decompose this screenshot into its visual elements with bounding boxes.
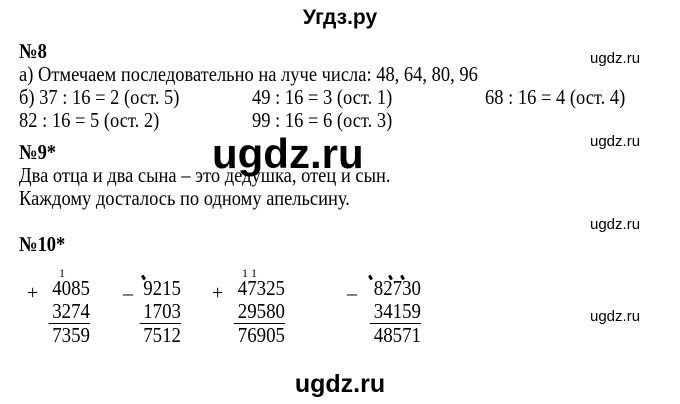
operand-a: 82730 (373, 276, 421, 300)
result: 7359 (52, 323, 90, 347)
task8-line-b-3: 68 : 16 = 4 (ост. 4) (485, 85, 626, 109)
watermark: ugdz.ru (590, 133, 641, 150)
watermark-big: ugdz.ru (212, 130, 364, 177)
task8-line-b-1: б) 37 : 16 = 2 (ост. 5) (19, 85, 180, 109)
plus-sign: + (212, 282, 224, 304)
result: 76905 (237, 323, 285, 347)
minus-sign: _ (123, 276, 133, 298)
result: 48571 (373, 323, 421, 347)
minus-sign: _ (347, 276, 357, 298)
site-title: Угдз.ру (302, 6, 378, 29)
operand-b: 34159 (369, 300, 421, 324)
task9-line-1: Два отца и два сына – это дедушка, отец … (19, 163, 391, 187)
task8-line-a: а) Отмечаем последовательно на луче числ… (19, 62, 478, 86)
task9-heading: №9* (19, 140, 57, 164)
operand-a: 4085 (52, 276, 90, 300)
task8-line-b-2: 49 : 16 = 3 (ост. 1) (252, 85, 393, 109)
operand-a: 47325 (237, 276, 285, 300)
operand-b: 1703 (139, 300, 181, 324)
watermark: ugdz.ru (590, 50, 641, 67)
task8-heading: №8 (19, 39, 47, 63)
result: 7512 (143, 323, 181, 347)
operand-b: 3274 (48, 300, 90, 324)
watermark: ugdz.ru (590, 216, 641, 233)
carry-digits: 1 (59, 266, 65, 280)
task8-line-c-2: 99 : 16 = 6 (ост. 3) (252, 108, 393, 132)
operand-a: 9215 (143, 276, 181, 300)
task8-line-c-1: 82 : 16 = 5 (ост. 2) (19, 108, 160, 132)
task10-heading: №10* (19, 232, 66, 256)
task9-line-2: Каждому досталось по одному апельсину. (19, 186, 350, 210)
watermark-bottom: ugdz.ru (294, 370, 386, 398)
plus-sign: + (27, 282, 39, 304)
operand-b: 29580 (233, 300, 285, 324)
watermark: ugdz.ru (590, 308, 641, 325)
carry-digits: 1 1 (242, 266, 257, 280)
